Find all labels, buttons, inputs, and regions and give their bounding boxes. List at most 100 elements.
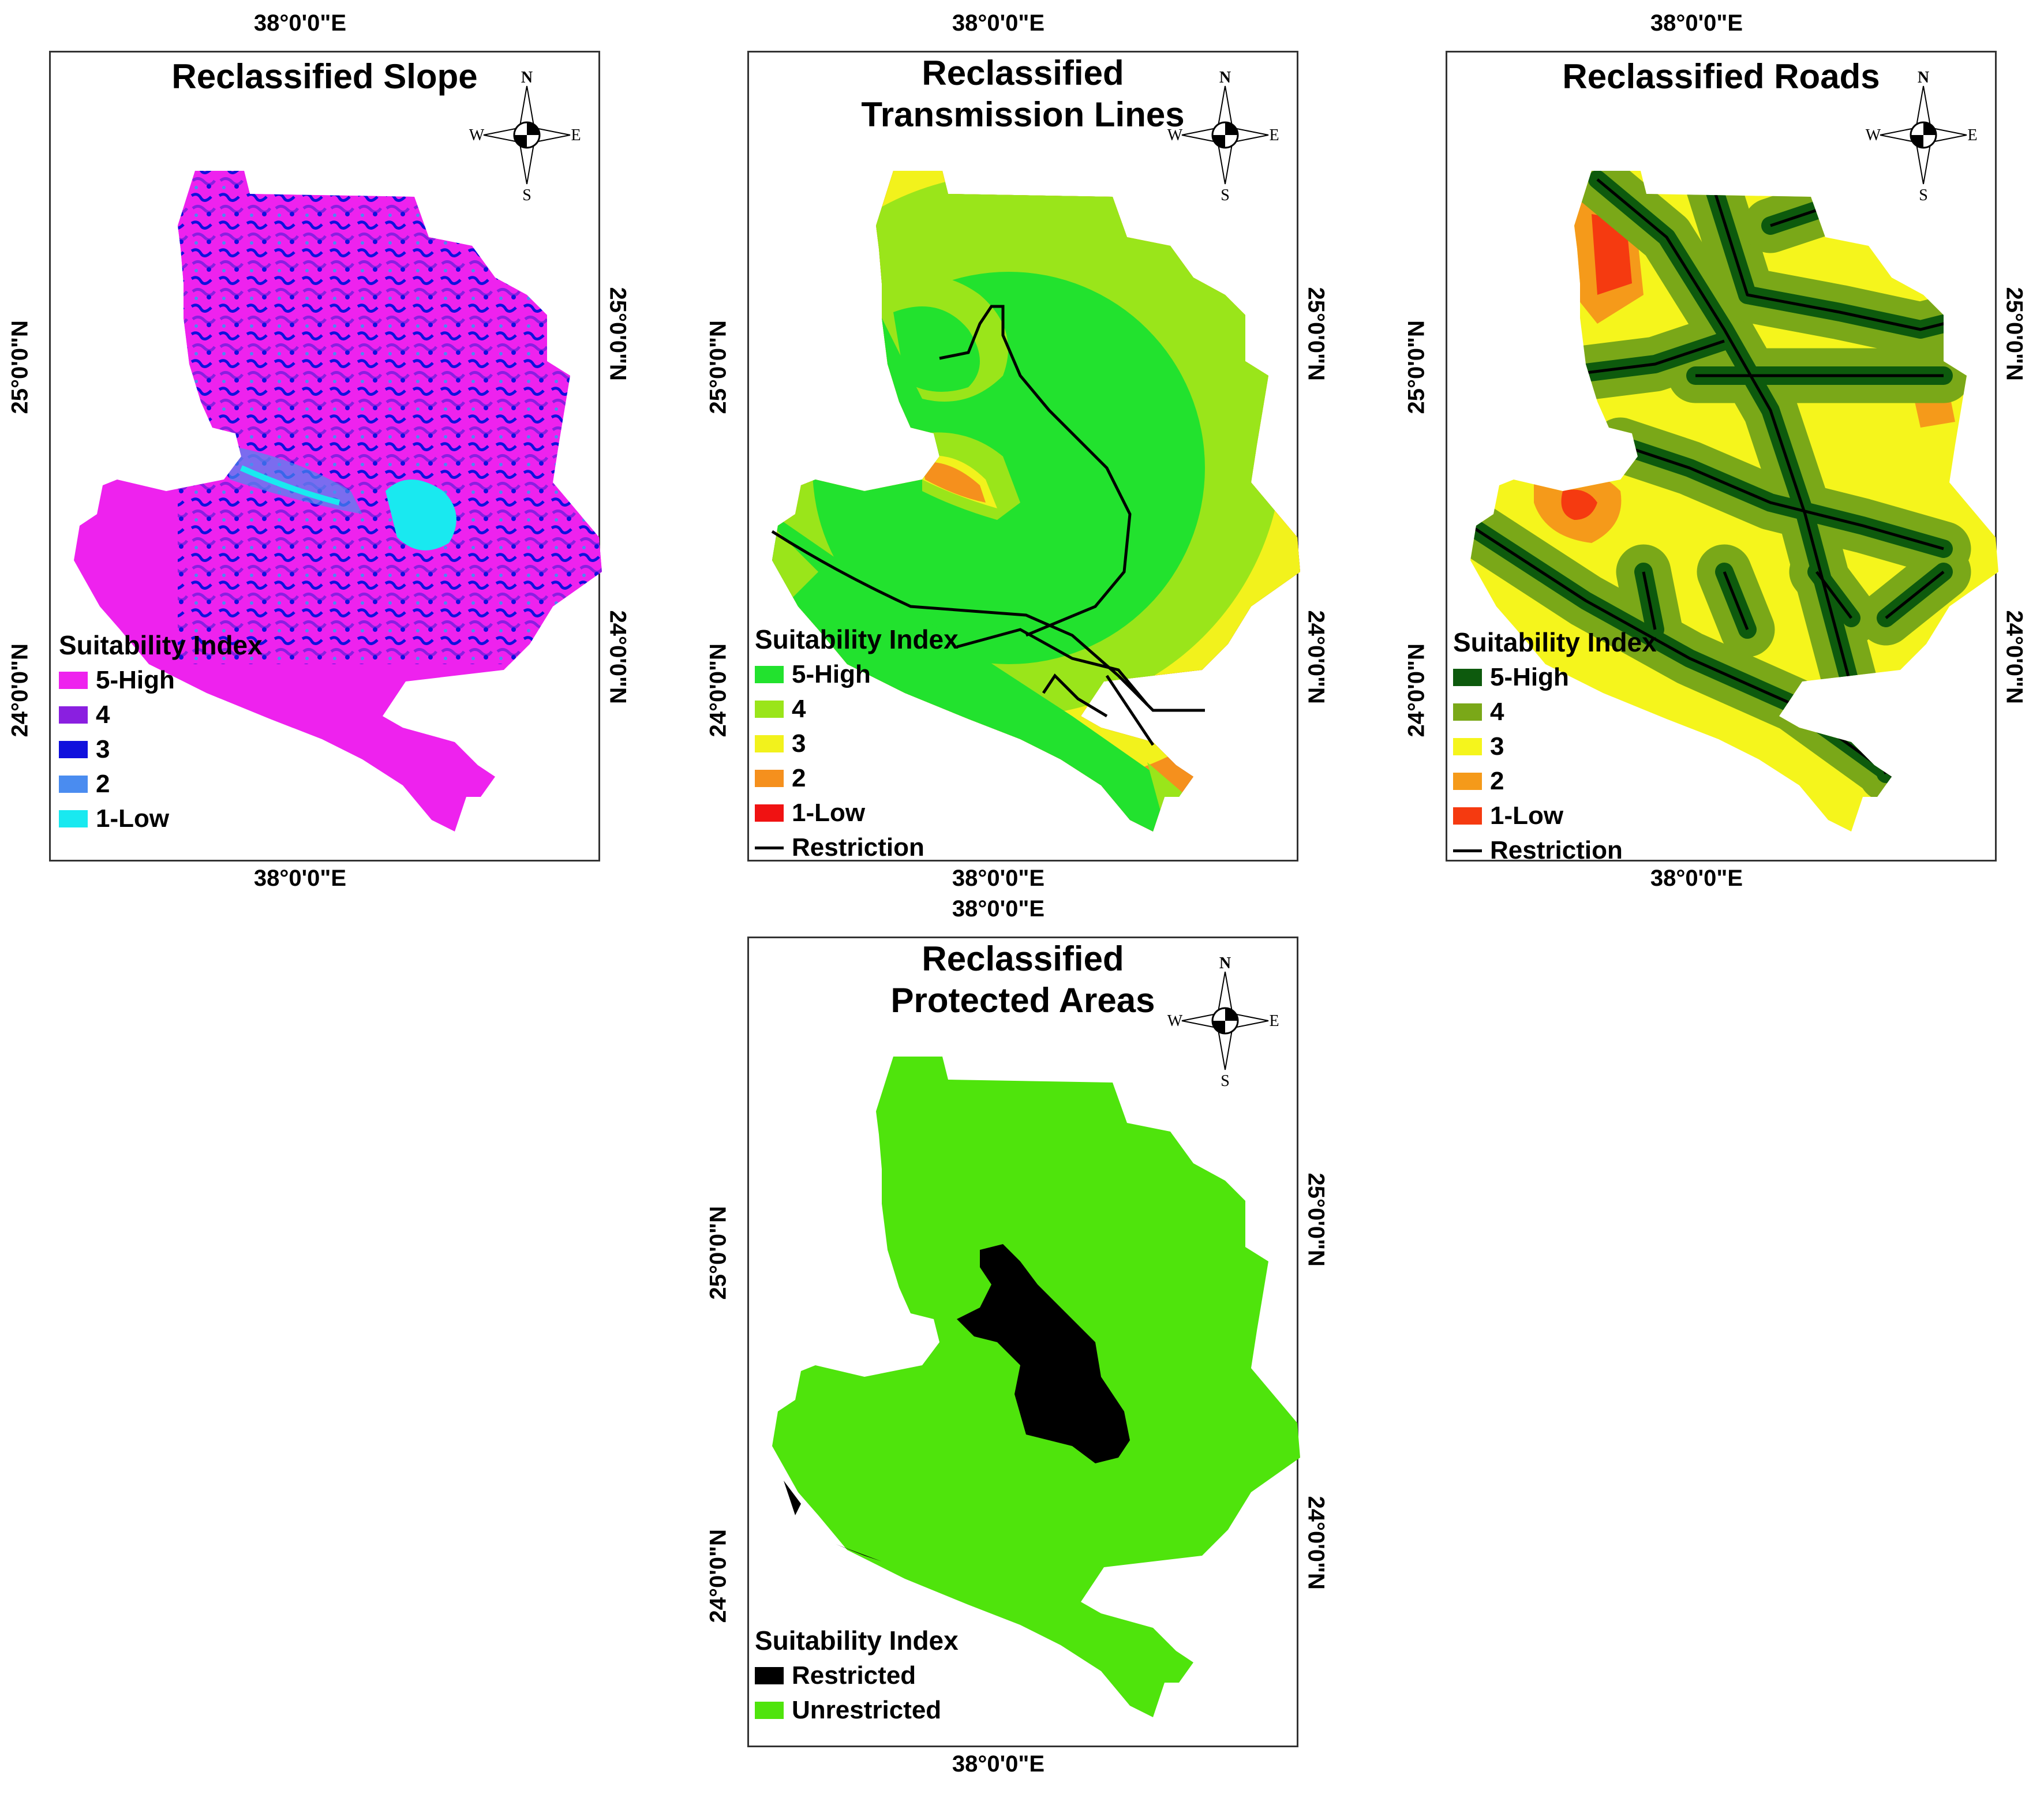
compass-w: W bbox=[1167, 1012, 1183, 1030]
transmission-lines-raster bbox=[771, 171, 1300, 832]
legend-item: 4 bbox=[755, 692, 959, 726]
legend-item: 1-Low bbox=[755, 796, 959, 830]
legend-swatch bbox=[1453, 773, 1482, 790]
legend-item: 2 bbox=[755, 761, 959, 796]
map-title: Reclassified Slope bbox=[171, 57, 478, 96]
compass-w: W bbox=[469, 126, 485, 144]
legend-item: 5-High bbox=[1453, 660, 1657, 695]
transmission-lines-map-panel: 38°0'0"E bbox=[698, 0, 1333, 900]
legend-item: 3 bbox=[1453, 729, 1657, 764]
bottom-longitude-label: 38°0'0"E bbox=[952, 866, 1045, 891]
compass-w: W bbox=[1167, 126, 1183, 144]
legend-swatch bbox=[59, 810, 88, 827]
legend-item: 3 bbox=[755, 726, 959, 761]
restriction-lines bbox=[1470, 178, 1967, 781]
map-title-line: Protected Areas bbox=[890, 981, 1155, 1020]
legend-swatch bbox=[755, 735, 784, 752]
legend-title: Suitability Index bbox=[755, 1626, 959, 1656]
legend-swatch bbox=[755, 1702, 784, 1719]
legend-swatch bbox=[755, 804, 784, 822]
slope-map-panel: 38°0'0"E Reclassified Slope N bbox=[0, 0, 635, 900]
protected-areas-raster bbox=[772, 1057, 1300, 1717]
right-latitude-label: 24°0'0"N bbox=[1303, 1496, 1329, 1590]
legend-swatch bbox=[1453, 703, 1482, 721]
top-longitude-label: 38°0'0"E bbox=[253, 10, 347, 36]
legend-title: Suitability Index bbox=[59, 630, 263, 660]
map-title: Reclassified Roads bbox=[1562, 57, 1880, 96]
compass-w: W bbox=[1866, 126, 1881, 144]
legend-item: 5-High bbox=[755, 657, 959, 692]
legend-item: Restriction bbox=[755, 830, 959, 865]
map-title-line: Reclassified bbox=[922, 54, 1124, 92]
map-frame: Reclassified Transmission Lines N S E W … bbox=[747, 51, 1300, 865]
legend-swatch bbox=[1453, 807, 1482, 825]
top-longitude-label: 38°0'0"E bbox=[1650, 10, 1743, 36]
right-latitude-label: 25°0'0"N bbox=[1303, 1173, 1329, 1267]
legend-line-swatch bbox=[755, 846, 784, 849]
left-latitude-label: 25°0'0"N bbox=[1403, 320, 1429, 414]
legend-swatch bbox=[59, 706, 88, 724]
legend-line-swatch bbox=[1453, 849, 1482, 852]
map-title: Reclassified Protected Areas bbox=[749, 938, 1297, 1021]
compass-s: S bbox=[1919, 186, 1928, 201]
legend-swatch bbox=[1453, 669, 1482, 686]
legend-swatch bbox=[59, 672, 88, 689]
legend: Suitability Index 5-High 4 3 2 1-Low Res… bbox=[1453, 627, 1657, 868]
right-latitude-label: 24°0'0"N bbox=[2001, 610, 2027, 704]
north-arrow-compass: N S E W bbox=[1165, 69, 1286, 204]
legend: Suitability Index 5-High 4 3 2 1-Low Res… bbox=[755, 624, 959, 865]
legend-swatch bbox=[59, 776, 88, 793]
legend-item: 2 bbox=[1453, 764, 1657, 799]
legend-title: Suitability Index bbox=[1453, 627, 1657, 657]
bottom-longitude-label: 38°0'0"E bbox=[1650, 866, 1743, 891]
map-title: Reclassified Transmission Lines bbox=[749, 53, 1297, 136]
compass-n: N bbox=[1918, 69, 1929, 87]
left-latitude-label: 24°0'0"N bbox=[1403, 643, 1429, 737]
map-frame: Reclassified Roads bbox=[1446, 51, 1998, 864]
restricted-area bbox=[957, 1244, 1130, 1463]
compass-e: E bbox=[571, 126, 581, 144]
legend-title: Suitability Index bbox=[755, 624, 959, 654]
roads-raster bbox=[1470, 171, 1998, 832]
legend-item: Restricted bbox=[755, 1658, 959, 1693]
right-latitude-label: 25°0'0"N bbox=[2001, 287, 2027, 381]
left-latitude-label: 24°0'0"N bbox=[705, 1529, 731, 1623]
map-frame: Reclassified Slope N S bbox=[49, 51, 602, 862]
bottom-longitude-label: 38°0'0"E bbox=[253, 866, 347, 891]
compass-n: N bbox=[1219, 69, 1231, 87]
legend-swatch bbox=[59, 741, 88, 758]
right-latitude-label: 25°0'0"N bbox=[1303, 287, 1329, 381]
compass-e: E bbox=[1967, 126, 1977, 144]
legend: Suitability Index Restricted Unrestricte… bbox=[755, 1625, 959, 1728]
right-latitude-label: 25°0'0"N bbox=[605, 287, 631, 381]
legend-swatch bbox=[755, 666, 784, 683]
legend-item: 1-Low bbox=[1453, 799, 1657, 833]
top-longitude-label: 38°0'0"E bbox=[952, 10, 1045, 36]
top-longitude-label: 38°0'0"E bbox=[952, 896, 1045, 922]
compass-n: N bbox=[521, 69, 533, 87]
roads-map-panel: 38°0'0"E Reclassified Roads bbox=[1397, 0, 2031, 900]
compass-s: S bbox=[1221, 1072, 1230, 1087]
left-latitude-label: 24°0'0"N bbox=[705, 643, 731, 737]
protected-areas-map-panel: 38°0'0"E Reclassified Protected Areas N … bbox=[698, 886, 1333, 1786]
north-arrow-compass: N S E W bbox=[466, 69, 587, 204]
legend-swatch bbox=[755, 701, 784, 718]
north-arrow-compass: N S E W bbox=[1165, 954, 1286, 1090]
legend-item: 3 bbox=[59, 732, 263, 767]
legend-item: Restriction bbox=[1453, 833, 1657, 868]
right-latitude-label: 24°0'0"N bbox=[1303, 610, 1329, 704]
slope-raster bbox=[74, 171, 602, 832]
north-arrow-compass: N S E W bbox=[1863, 69, 1984, 204]
left-latitude-label: 24°0'0"N bbox=[7, 643, 33, 737]
legend-item: 2 bbox=[59, 767, 263, 802]
compass-s: S bbox=[522, 186, 531, 201]
left-latitude-label: 25°0'0"N bbox=[705, 320, 731, 414]
map-title-line: Transmission Lines bbox=[861, 95, 1185, 134]
legend-item: 4 bbox=[59, 698, 263, 732]
legend-item: 1-Low bbox=[59, 802, 263, 836]
legend-swatch bbox=[755, 770, 784, 787]
legend-item: Unrestricted bbox=[755, 1693, 959, 1728]
compass-e: E bbox=[1269, 126, 1279, 144]
map-frame: Reclassified Protected Areas N S E W Sui… bbox=[747, 937, 1300, 1747]
legend-item: 4 bbox=[1453, 695, 1657, 729]
